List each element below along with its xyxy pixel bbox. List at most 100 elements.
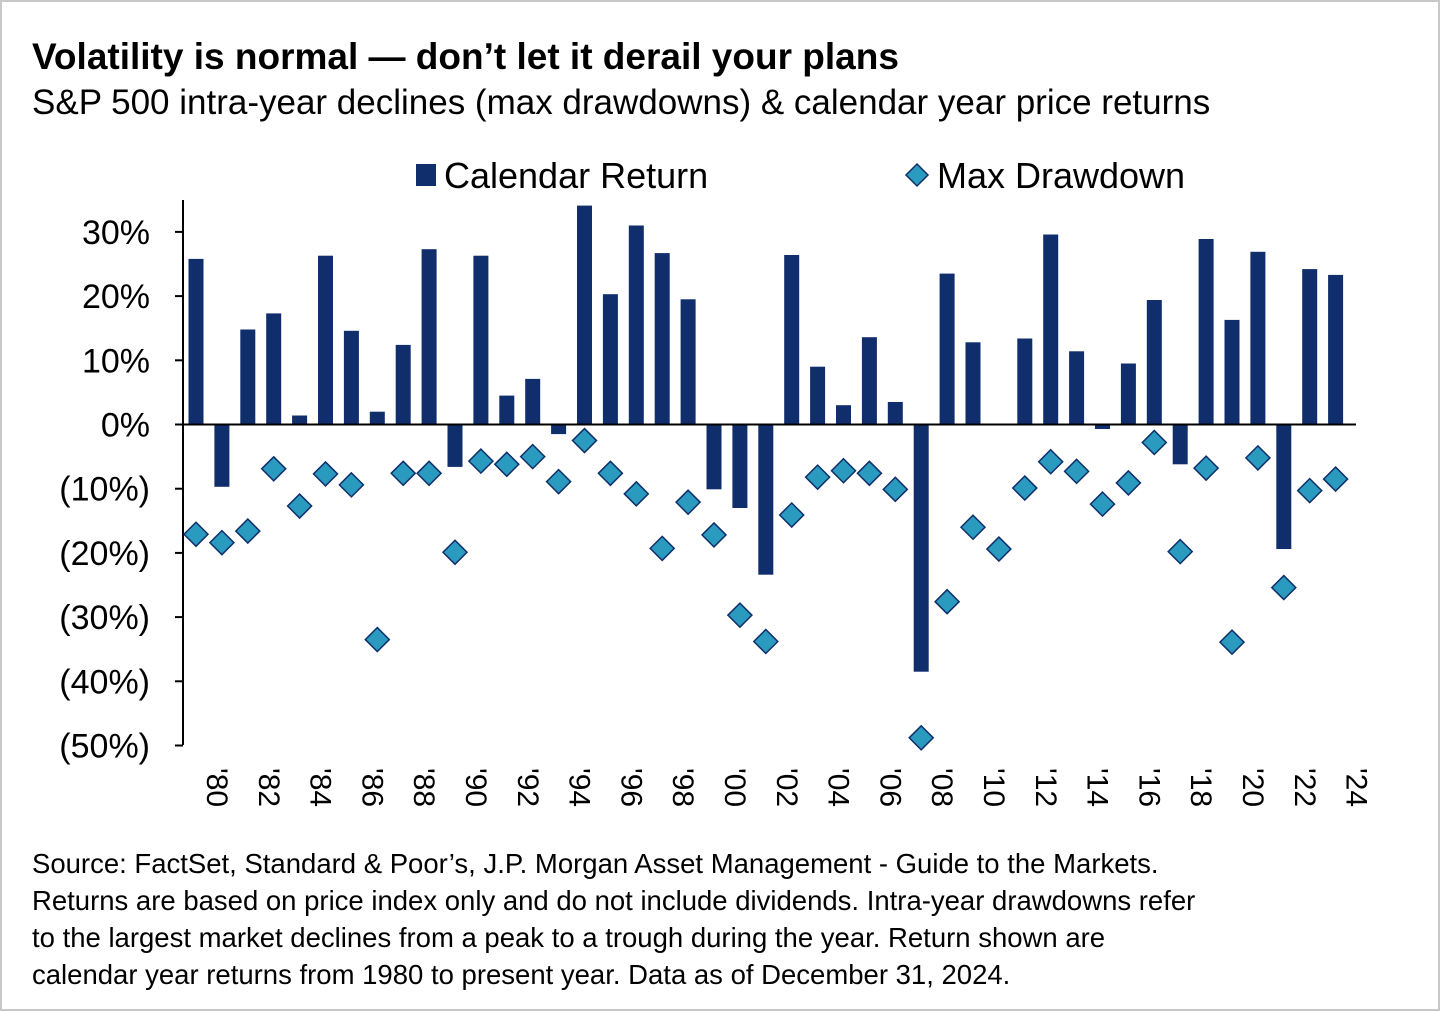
calendar-return-bar [292, 415, 308, 425]
x-tick-label: '98 [666, 768, 699, 807]
calendar-return-bar [525, 378, 541, 425]
max-drawdown-markers [182, 427, 1349, 751]
calendar-return-bar [680, 299, 696, 425]
calendar-return-bar [784, 255, 800, 425]
x-tick-label: '92 [511, 768, 544, 807]
x-tick-label: '22 [1288, 768, 1321, 807]
footnote-line: calendar year returns from 1980 to prese… [32, 959, 1011, 990]
max-drawdown-marker [364, 626, 391, 653]
chart-subtitle: S&P 500 intra-year declines (max drawdow… [32, 83, 1211, 122]
legend-label-calendar-return: Calendar Return [444, 155, 708, 196]
max-drawdown-marker [1141, 429, 1168, 456]
calendar-return-bar [188, 258, 204, 425]
calendar-return-bar [861, 337, 877, 425]
x-tick-label: '20 [1236, 768, 1269, 807]
chart: Calendar Return Max Drawdown 30% 20% 10% 0% (… [59, 155, 1373, 807]
max-drawdown-marker [1037, 448, 1064, 475]
calendar-return-bar [913, 424, 929, 672]
max-drawdown-marker [467, 448, 494, 475]
max-drawdown-marker [623, 480, 650, 507]
x-tick-label: '24 [1340, 768, 1373, 807]
x-tick-label: '04 [822, 768, 855, 807]
y-tick-label: 20% [82, 278, 150, 316]
x-tick-label: '90 [459, 768, 492, 807]
max-drawdown-marker [1218, 629, 1246, 656]
max-drawdown-marker [830, 457, 857, 484]
max-drawdown-marker [726, 602, 753, 629]
x-tick-label: '84 [304, 768, 337, 807]
y-tick-label: 0% [101, 407, 150, 445]
calendar-return-bar [369, 411, 385, 425]
footnote-line: Returns are based on price index only an… [32, 885, 1196, 916]
max-drawdown-marker [649, 535, 676, 562]
x-axis: '80 '82 '84 '86 '88 '90 '92 '94 '96 '98 '00 '02 '04 '… [200, 768, 1373, 807]
max-drawdown-marker [208, 529, 235, 556]
calendar-return-bar [1069, 351, 1085, 425]
y-tick-label: (20%) [59, 535, 150, 573]
max-drawdown-marker [856, 460, 883, 487]
calendar-return-bar [421, 249, 437, 425]
max-drawdown-marker [804, 464, 831, 491]
max-drawdown-marker [597, 460, 624, 487]
max-drawdown-marker [882, 476, 909, 503]
max-drawdown-marker [908, 724, 935, 751]
max-drawdown-marker [441, 539, 469, 566]
calendar-return-bar [1302, 269, 1318, 425]
calendar-return-bar [240, 329, 256, 425]
calendar-return-bar [1146, 300, 1162, 425]
max-drawdown-marker [286, 492, 313, 520]
calendar-return-bar [758, 424, 774, 575]
y-axis: 30% 20% 10% 0% (10%) (20%) (30%) (40%) (50%) [59, 200, 184, 766]
calendar-return-bar [1017, 338, 1033, 425]
max-drawdown-marker [493, 451, 520, 478]
x-tick-label: '00 [718, 768, 751, 807]
max-drawdown-marker [778, 501, 805, 529]
calendar-return-bar [654, 253, 670, 425]
calendar-return-bar [1276, 424, 1292, 549]
max-drawdown-marker [675, 489, 702, 516]
max-drawdown-marker [1089, 491, 1116, 518]
calendar-return-bar [551, 424, 567, 435]
max-drawdown-marker [700, 521, 728, 548]
calendar-return-bar [1043, 234, 1059, 425]
max-drawdown-marker [1322, 466, 1349, 493]
max-drawdown-marker [338, 471, 365, 498]
y-tick-label: 30% [82, 214, 150, 252]
calendar-return-bar [1250, 251, 1266, 425]
max-drawdown-marker [934, 588, 961, 615]
x-tick-label: '86 [355, 768, 388, 807]
calendar-return-bar [266, 313, 282, 425]
x-tick-label: '12 [1029, 768, 1062, 807]
max-drawdown-marker [312, 460, 339, 487]
x-tick-label: '80 [200, 768, 233, 807]
calendar-return-bar [395, 344, 411, 425]
calendar-return-bar [810, 366, 826, 425]
footnote-line: to the largest market declines from a pe… [32, 922, 1106, 953]
legend-diamond-swatch [904, 162, 930, 188]
legend-label-max-drawdown: Max Drawdown [937, 155, 1185, 196]
calendar-return-bar [1328, 274, 1344, 425]
max-drawdown-marker [752, 628, 779, 655]
calendar-return-bar [887, 402, 903, 425]
y-tick-label: (10%) [59, 471, 150, 509]
x-tick-label: '08 [925, 768, 958, 807]
max-drawdown-marker [182, 521, 210, 548]
calendar-return-bar [577, 205, 592, 425]
max-drawdown-marker [985, 535, 1012, 563]
max-drawdown-marker [519, 443, 546, 470]
y-tick-label: (30%) [59, 599, 150, 637]
x-tick-label: '10 [977, 768, 1010, 807]
calendar-return-bar [1120, 363, 1136, 425]
x-tick-label: '16 [1132, 768, 1165, 807]
calendar-return-bar [602, 294, 618, 425]
max-drawdown-marker [1296, 477, 1323, 504]
max-drawdown-marker [1270, 574, 1297, 601]
calendar-return-bar [1095, 424, 1110, 429]
calendar-return-bar [965, 342, 981, 425]
x-tick-label: '14 [1081, 768, 1114, 807]
max-drawdown-marker [1063, 458, 1090, 485]
calendar-return-bar [732, 424, 748, 508]
legend-bar-swatch [416, 164, 436, 186]
max-drawdown-marker [545, 468, 572, 495]
